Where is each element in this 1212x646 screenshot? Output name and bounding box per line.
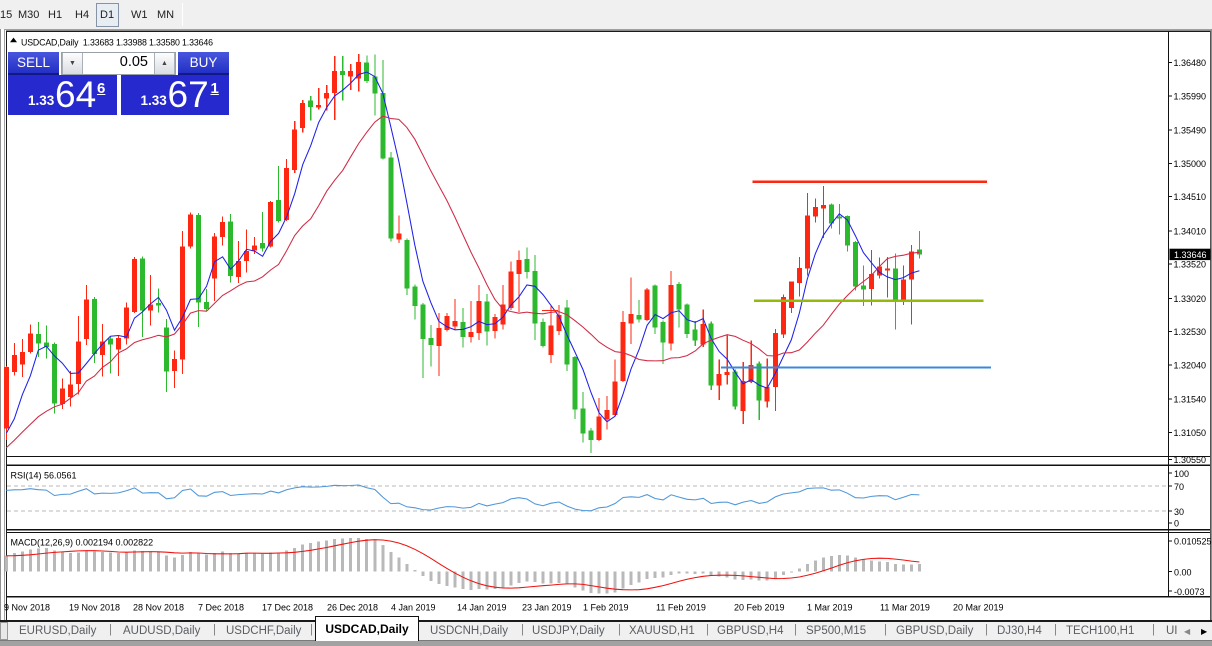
svg-text:9 Nov 2018: 9 Nov 2018	[4, 603, 50, 613]
svg-text:19 Nov 2018: 19 Nov 2018	[69, 603, 120, 613]
svg-text:1 Feb 2019: 1 Feb 2019	[583, 603, 629, 613]
svg-text:1 Mar 2019: 1 Mar 2019	[807, 603, 853, 613]
svg-text:1.31540: 1.31540	[1174, 395, 1207, 405]
svg-text:14 Jan 2019: 14 Jan 2019	[457, 603, 507, 613]
svg-text:-0.0073: -0.0073	[1174, 587, 1205, 597]
svg-text:1.33646: 1.33646	[1174, 250, 1207, 260]
svg-text:30: 30	[1174, 507, 1184, 517]
svg-text:1.33520: 1.33520	[1174, 260, 1207, 270]
svg-text:4 Jan 2019: 4 Jan 2019	[391, 603, 436, 613]
svg-text:23 Jan 2019: 23 Jan 2019	[522, 603, 572, 613]
svg-text:1.35000: 1.35000	[1174, 159, 1207, 169]
svg-text:11 Feb 2019: 11 Feb 2019	[656, 603, 706, 613]
svg-text:1.34010: 1.34010	[1174, 226, 1207, 236]
svg-text:1.35990: 1.35990	[1174, 91, 1207, 101]
svg-text:7 Dec 2018: 7 Dec 2018	[198, 603, 244, 613]
svg-text:70: 70	[1174, 482, 1184, 492]
svg-text:1.35490: 1.35490	[1174, 125, 1207, 135]
svg-text:1.32530: 1.32530	[1174, 327, 1207, 337]
svg-text:26 Dec 2018: 26 Dec 2018	[327, 603, 378, 613]
svg-text:17 Dec 2018: 17 Dec 2018	[262, 603, 313, 613]
svg-text:MACD(12,26,9) 0.002194 0.00282: MACD(12,26,9) 0.002194 0.002822	[11, 538, 154, 548]
svg-text:11 Mar 2019: 11 Mar 2019	[880, 603, 930, 613]
svg-text:1.30550: 1.30550	[1174, 455, 1207, 465]
svg-text:28 Nov 2018: 28 Nov 2018	[133, 603, 184, 613]
svg-text:0.00: 0.00	[1174, 567, 1192, 577]
svg-text:1.34510: 1.34510	[1174, 192, 1207, 202]
svg-text:0.010525: 0.010525	[1174, 537, 1212, 547]
svg-text:USDCAD,Daily 1.33683 1.33988: USDCAD,Daily 1.33683 1.33988 1.33580 1.3…	[21, 38, 213, 48]
svg-text:1.36480: 1.36480	[1174, 58, 1207, 68]
svg-text:RSI(14) 56.0561: RSI(14) 56.0561	[11, 470, 77, 480]
svg-text:1.33020: 1.33020	[1174, 294, 1207, 304]
svg-text:1.32040: 1.32040	[1174, 361, 1207, 371]
svg-text:0: 0	[1174, 519, 1179, 529]
svg-text:100: 100	[1174, 469, 1189, 479]
svg-text:1.31050: 1.31050	[1174, 428, 1207, 438]
svg-text:20 Feb 2019: 20 Feb 2019	[734, 603, 785, 613]
svg-text:20 Mar 2019: 20 Mar 2019	[953, 603, 1004, 613]
